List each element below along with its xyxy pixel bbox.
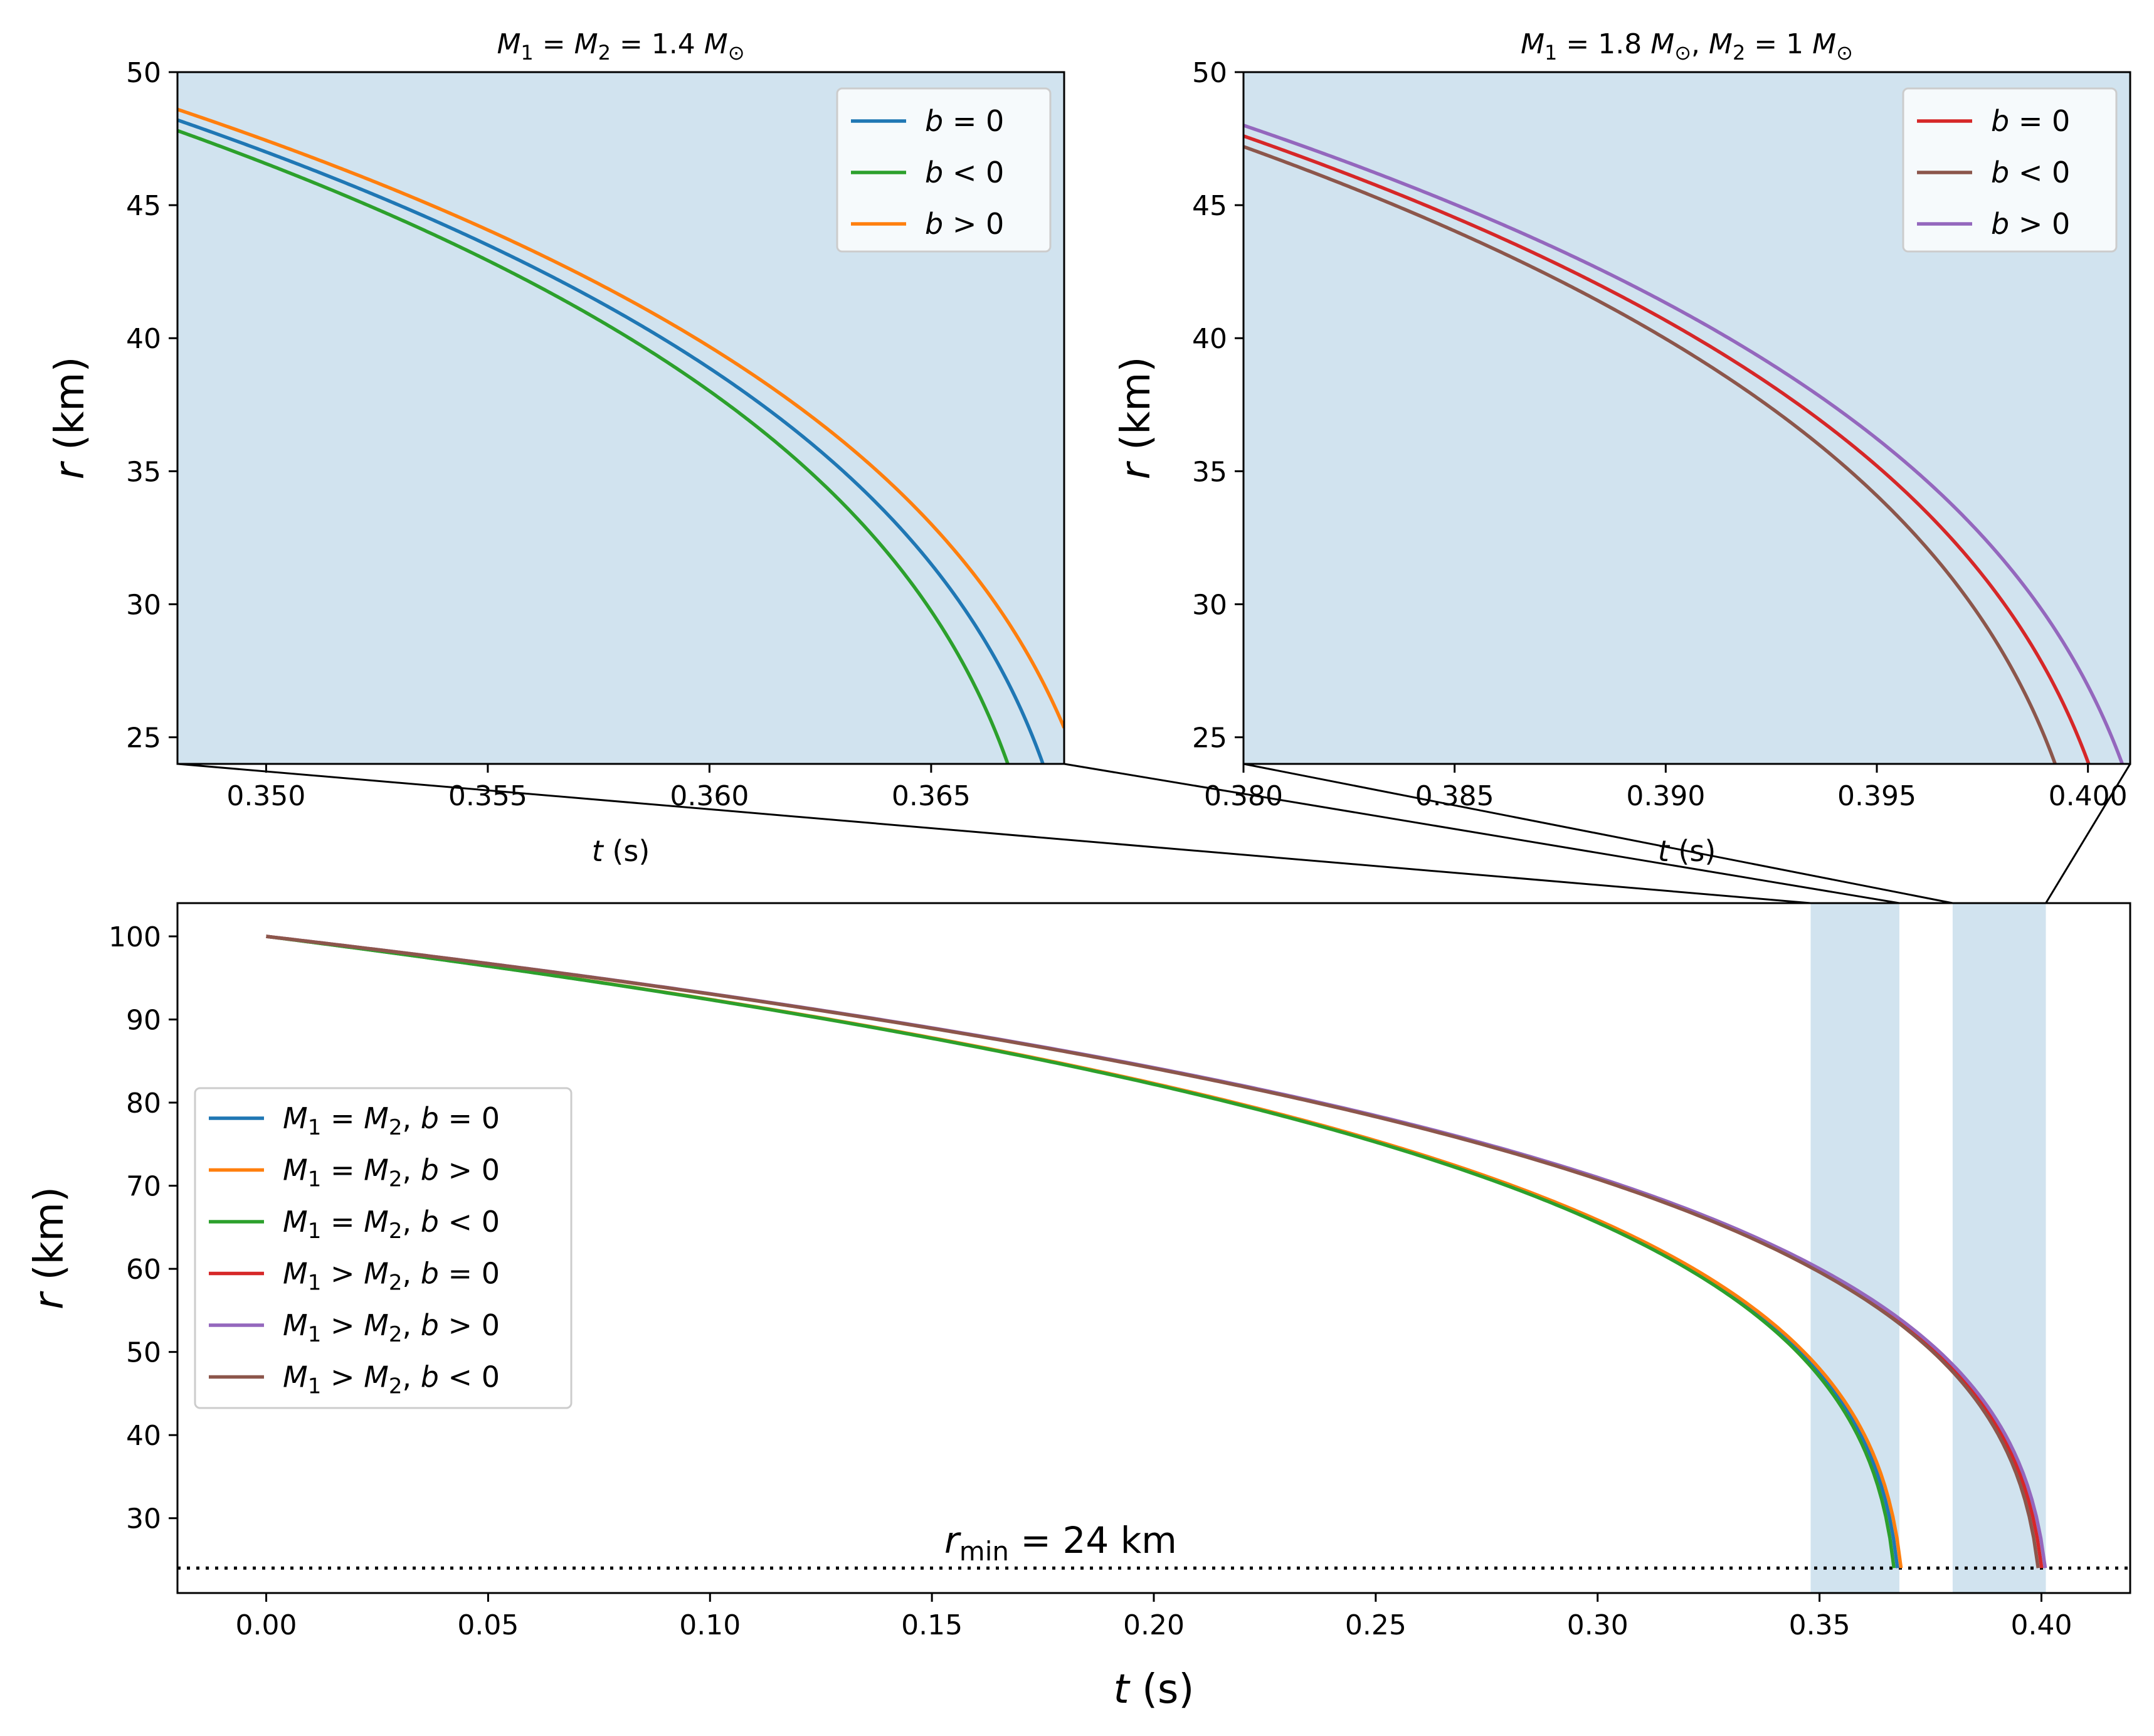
main-legend: M1 = M2, b = 0 M1 = M2, b > 0 M1 = M2, b <…	[194, 1087, 573, 1409]
inset-equal-y-tick-label: 45	[126, 190, 161, 222]
inset-equal-ticks: 0.350 0.355 0.360 0.365 25 30 35 40 45 50	[126, 57, 971, 812]
inset-unequal-series-line-0	[1243, 134, 2091, 764]
inset-unequal-y-axis-label: r (km)	[1113, 357, 1159, 480]
main-y-tick-label: 90	[126, 1005, 161, 1037]
main-series-line-2	[266, 934, 1896, 1569]
inset-equal-title: M1 = M2 = 1.4 M⊙	[497, 28, 744, 65]
main-x-tick-label: 0.20	[1123, 1609, 1185, 1641]
main-legend-label: M1 > M2, b = 0	[283, 1257, 500, 1296]
main-y-tick-label: 50	[126, 1337, 161, 1369]
main-legend-label: M1 = M2, b < 0	[283, 1205, 500, 1244]
inset-equal-x-axis-label: t (s)	[592, 834, 650, 868]
main-legend-label: M1 > M2, b > 0	[283, 1308, 500, 1347]
main-y-tick-label: 60	[126, 1254, 161, 1286]
zoom-connector-line-0	[177, 763, 1811, 904]
inset-equal-x-tick-label: 0.360	[670, 780, 749, 812]
inset-unequal-y-tick-label: 30	[1192, 589, 1227, 621]
inset-unequal-y-tick-label: 35	[1192, 456, 1227, 488]
main-series-line-5	[266, 934, 2040, 1569]
inset-unequal-title: M1 = 1.8 M⊙, M2 = 1 M⊙	[1521, 28, 1853, 65]
inset-unequal-legend-label: b < 0	[1991, 156, 2070, 189]
main-plot: 0.00 0.05 0.10 0.15 0.20 0.25 0.30 0.35 0.40 30 40…	[26, 902, 2131, 1713]
inset-unequal-y-tick-label: 50	[1192, 57, 1227, 89]
inset-equal-x-tick-label: 0.365	[892, 780, 971, 812]
inset-unequal-x-tick-label: 0.385	[1415, 780, 1494, 812]
inset-unequal-legend-label: b = 0	[1991, 104, 2070, 138]
inset-equal-series-line-0	[177, 118, 1045, 764]
inset-unequal-mass: 0.380 0.385 0.390 0.395 0.400 25 30 35 40 45 50 M1…	[1113, 28, 2131, 868]
inset-unequal-ticks: 0.380 0.385 0.390 0.395 0.400 25 30 35 40 45 50	[1192, 57, 2128, 812]
inset-unequal-y-tick-label: 25	[1192, 722, 1227, 754]
inset-unequal-frame	[1242, 71, 2131, 765]
inset-equal-legend-box	[836, 87, 1052, 253]
zoom-connector-line-2	[1243, 763, 1953, 904]
main-x-tick-label: 0.30	[1567, 1609, 1629, 1641]
main-ticks: 0.00 0.05 0.10 0.15 0.20 0.25 0.30 0.35 0.40 30 40…	[108, 921, 2072, 1641]
main-y-tick-label: 40	[126, 1420, 161, 1452]
main-x-tick-label: 0.15	[901, 1609, 963, 1641]
inset-equal-legend-label: b > 0	[925, 207, 1004, 241]
main-x-tick-label: 0.40	[2010, 1609, 2072, 1641]
rmin-annotation: rmin = 24 km	[944, 1519, 1177, 1567]
inset-unequal-legend: b = 0 b < 0 b > 0	[1902, 87, 2118, 253]
inset-unequal-x-tick-label: 0.380	[1204, 780, 1283, 812]
main-x-tick-label: 0.00	[236, 1609, 297, 1641]
main-x-tick-label: 0.10	[679, 1609, 741, 1641]
main-x-tick-label: 0.25	[1345, 1609, 1407, 1641]
main-shaded-regions	[1810, 903, 2046, 1593]
inset-equal-x-tick-label: 0.350	[226, 780, 305, 812]
main-y-tick-label: 30	[126, 1503, 161, 1535]
zoom-connector-line-1	[1064, 763, 1900, 904]
inset-equal-frame	[176, 71, 1065, 765]
zoom-connector-line-3	[2045, 763, 2131, 904]
inset-equal-legend: b = 0 b < 0 b > 0	[836, 87, 1052, 253]
main-legend-label: M1 = M2, b = 0	[283, 1101, 500, 1140]
inset-equal-mass: 0.350 0.355 0.360 0.365 25 30 35 40 45 50 M1 = M2…	[47, 28, 1065, 868]
inset-equal-legend-label: b = 0	[925, 104, 1004, 138]
main-x-tick-label: 0.05	[457, 1609, 519, 1641]
main-legend-box	[194, 1087, 573, 1409]
inset-equal-series-line-2	[177, 107, 1064, 729]
inset-equal-y-tick-label: 35	[126, 456, 161, 488]
main-x-tick-label: 0.35	[1789, 1609, 1850, 1641]
inset-unequal-x-tick-label: 0.400	[2049, 780, 2128, 812]
main-legend-label: M1 > M2, b < 0	[283, 1360, 500, 1399]
inset-unequal-legend-label: b > 0	[1991, 207, 2070, 241]
zoom-connectors	[177, 763, 2131, 904]
main-shaded-region-1	[1952, 903, 2046, 1593]
inset-equal-y-tick-label: 30	[126, 589, 161, 621]
inset-equal-y-tick-label: 40	[126, 323, 161, 355]
inset-equal-y-tick-label: 50	[126, 57, 161, 89]
inset-unequal-y-tick-label: 40	[1192, 323, 1227, 355]
main-legend-label: M1 = M2, b > 0	[283, 1153, 500, 1192]
inset-equal-x-tick-label: 0.355	[448, 780, 527, 812]
inset-equal-series-line-1	[177, 129, 1010, 764]
inset-unequal-series-line-1	[1243, 145, 2057, 764]
inset-unequal-y-tick-label: 45	[1192, 190, 1227, 222]
main-y-tick-label: 80	[126, 1088, 161, 1119]
inset-unequal-series-line-2	[1243, 124, 2124, 764]
inset-equal-y-tick-label: 25	[126, 722, 161, 754]
inset-equal-legend-label: b < 0	[925, 156, 1004, 189]
main-y-axis-label: r (km)	[26, 1187, 73, 1310]
main-shaded-region-0	[1810, 903, 1899, 1593]
main-x-axis-label: t (s)	[1114, 1666, 1195, 1713]
main-y-tick-label: 100	[108, 921, 161, 953]
main-frame	[176, 902, 2131, 1594]
main-y-tick-label: 70	[126, 1171, 161, 1203]
inset-unequal-x-tick-label: 0.390	[1626, 780, 1705, 812]
inset-unequal-legend-box	[1902, 87, 2118, 253]
inset-unequal-x-tick-label: 0.395	[1837, 780, 1916, 812]
inset-unequal-x-axis-label: t (s)	[1658, 834, 1716, 868]
inset-equal-y-axis-label: r (km)	[47, 357, 93, 480]
